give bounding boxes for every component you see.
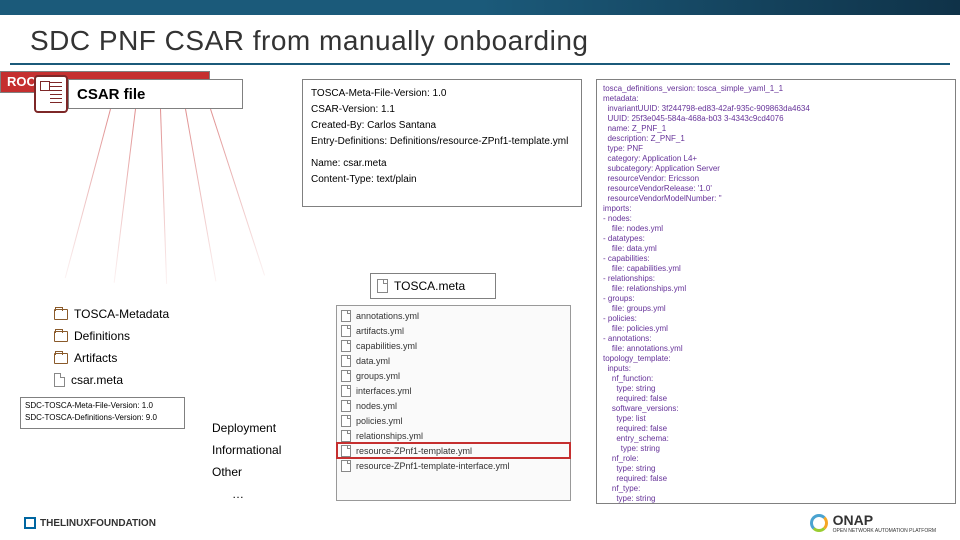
meta-line: TOSCA-Meta-File-Version: 1.0 xyxy=(311,86,573,102)
ray xyxy=(185,109,216,282)
file-icon xyxy=(341,460,351,472)
ray xyxy=(65,109,111,278)
tree-item-deployment: Deployment xyxy=(212,417,281,439)
tree-item-other: Other xyxy=(212,461,281,483)
sdc-line: SDC-TOSCA-Definitions-Version: 9.0 xyxy=(25,412,180,424)
file-icon xyxy=(341,445,351,457)
file-icon xyxy=(341,415,351,427)
meta-line: Created-By: Carlos Santana xyxy=(311,118,573,134)
meta-line: Name: csar.meta xyxy=(311,156,573,172)
meta-line: Entry-Definitions: Definitions/resource-… xyxy=(311,134,573,150)
folder-icon xyxy=(54,331,68,342)
file-icon xyxy=(341,400,351,412)
file-icon xyxy=(341,385,351,397)
linux-foundation-logo: THELINUXFOUNDATION xyxy=(24,517,156,529)
ray xyxy=(160,109,167,284)
root-tree: TOSCA-Metadata Definitions Artifacts csa… xyxy=(54,303,169,391)
file-icon xyxy=(341,355,351,367)
file-icon xyxy=(341,370,351,382)
file-list-row: annotations.yml xyxy=(337,308,570,323)
file-icon xyxy=(341,340,351,352)
tree-item-ellipsis: … xyxy=(212,483,281,505)
file-icon xyxy=(341,430,351,442)
file-list-row: resource-ZPnf1-template.yml xyxy=(337,443,570,458)
file-list-row: data.yml xyxy=(337,353,570,368)
file-icon xyxy=(341,325,351,337)
file-list-row: resource-ZPnf1-template-interface.yml xyxy=(337,458,570,473)
ray xyxy=(210,109,265,276)
page-title: SDC PNF CSAR from manually onboarding xyxy=(0,15,960,63)
tosca-meta-file-box: TOSCA.meta xyxy=(370,273,496,299)
file-list-row: groups.yml xyxy=(337,368,570,383)
file-list-row: interfaces.yml xyxy=(337,383,570,398)
file-icon xyxy=(54,373,65,387)
yaml-panel: tosca_definitions_version: tosca_simple_… xyxy=(596,79,956,504)
tosca-metadata-box: TOSCA-Meta-File-Version: 1.0 CSAR-Versio… xyxy=(302,79,582,207)
artifacts-subtree: Deployment Informational Other … xyxy=(212,417,281,505)
ray xyxy=(114,109,136,283)
file-list-row: policies.yml xyxy=(337,413,570,428)
header-bar xyxy=(0,0,960,15)
meta-line: Content-Type: text/plain xyxy=(311,172,573,188)
folder-icon xyxy=(54,353,68,364)
file-list-row: nodes.yml xyxy=(337,398,570,413)
tosca-meta-label: TOSCA.meta xyxy=(394,279,465,293)
tree-item-informational: Informational xyxy=(212,439,281,461)
folder-icon xyxy=(54,309,68,320)
file-list-row: relationships.yml xyxy=(337,428,570,443)
meta-line: CSAR-Version: 1.1 xyxy=(311,102,573,118)
tree-item-tosca-metadata: TOSCA-Metadata xyxy=(54,303,169,325)
title-underline xyxy=(10,63,950,65)
tree-item-definitions: Definitions xyxy=(54,325,169,347)
onap-circle-icon xyxy=(810,514,828,532)
sdc-line: SDC-TOSCA-Meta-File-Version: 1.0 xyxy=(25,400,180,412)
lf-square-icon xyxy=(24,517,36,529)
file-icon xyxy=(377,279,388,293)
file-list-row: capabilities.yml xyxy=(337,338,570,353)
csar-file-box: CSAR file xyxy=(68,79,243,109)
tree-item-csar-meta: csar.meta xyxy=(54,369,169,391)
file-list-row: artifacts.yml xyxy=(337,323,570,338)
sdc-meta-box: SDC-TOSCA-Meta-File-Version: 1.0 SDC-TOS… xyxy=(20,397,185,429)
footer: THELINUXFOUNDATION ONAP OPEN NETWORK AUT… xyxy=(0,512,960,534)
csar-file-label: CSAR file xyxy=(77,86,145,103)
csar-file-icon xyxy=(34,75,68,113)
diagram-stage: CSAR file TOSCA-Meta-File-Version: 1.0 C… xyxy=(0,71,960,506)
definitions-file-list: annotations.ymlartifacts.ymlcapabilities… xyxy=(336,305,571,501)
tree-item-artifacts: Artifacts xyxy=(54,347,169,369)
file-icon xyxy=(341,310,351,322)
onap-logo: ONAP OPEN NETWORK AUTOMATION PLATFORM xyxy=(810,512,936,534)
